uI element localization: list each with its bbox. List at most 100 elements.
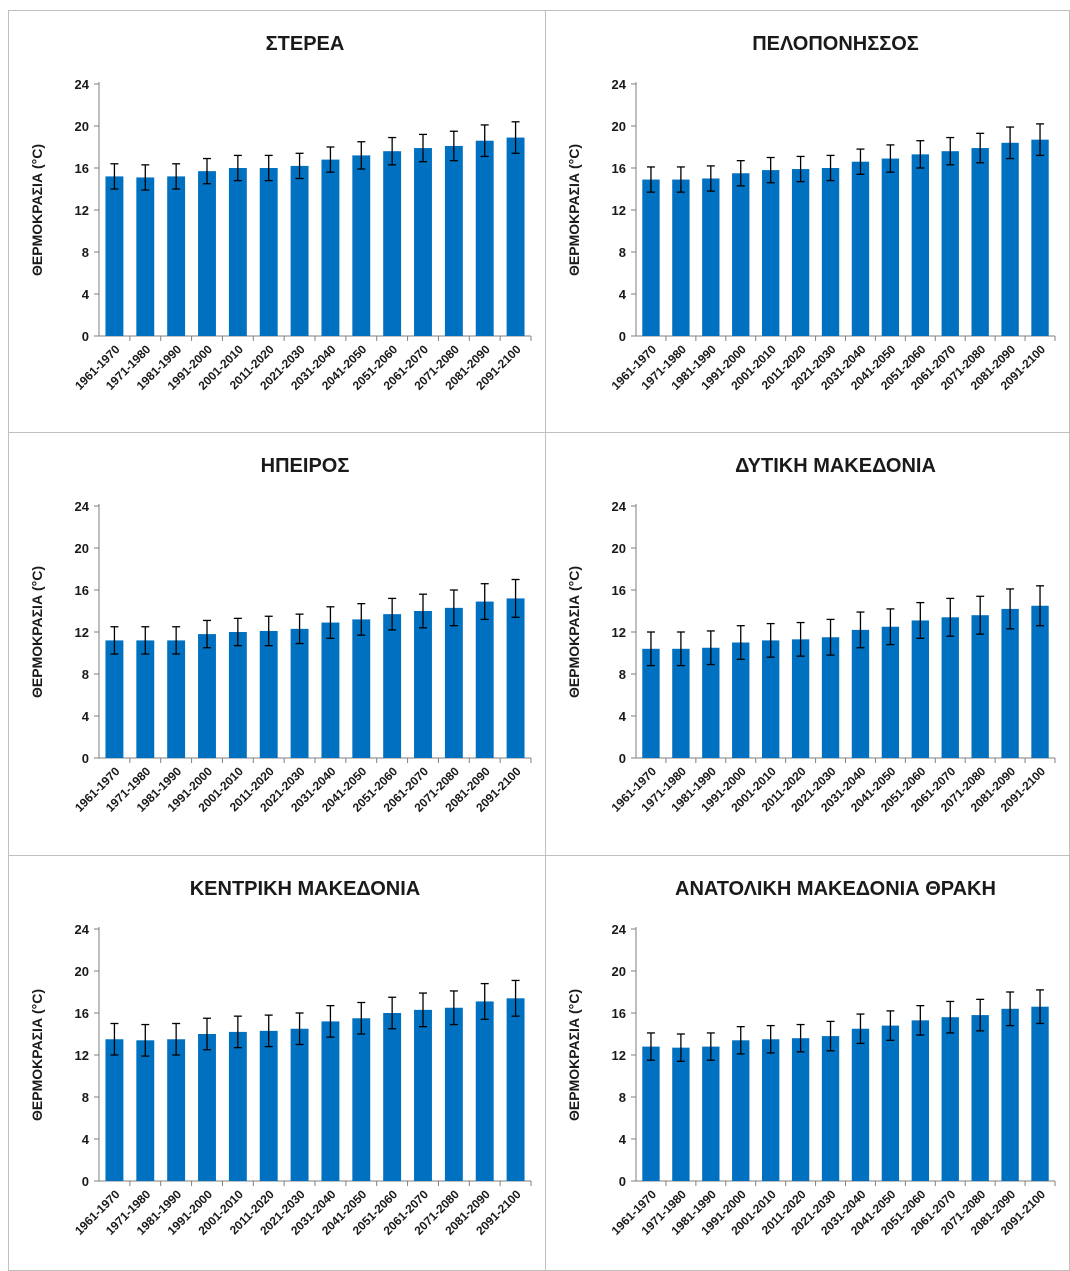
- bar: [352, 155, 371, 336]
- chart-panel: ΔΥΤΙΚΗ ΜΑΚΕΔΟΝΙΑ ΘΕΡΜΟΚΡΑΣΙΑ (°C) 0 4 8 12 16 2…: [545, 432, 1070, 856]
- bar: [642, 648, 660, 758]
- bar: [732, 642, 750, 758]
- bar: [167, 640, 186, 758]
- bar: [791, 639, 810, 758]
- bar: [506, 137, 525, 336]
- y-tick-label: 0: [82, 329, 89, 344]
- chart-title: ΠΕΛΟΠΟΝΗΣΣΟΣ: [752, 33, 919, 55]
- bar: [971, 1015, 989, 1181]
- bar: [642, 1046, 660, 1181]
- y-tick-label: 24: [612, 922, 627, 937]
- bar: [506, 998, 525, 1181]
- bar: [167, 1039, 186, 1181]
- bar: [821, 637, 840, 758]
- y-tick-label: 4: [82, 287, 90, 302]
- bar: [228, 168, 247, 336]
- y-tick-label: 12: [75, 1048, 89, 1063]
- bar: [414, 611, 432, 758]
- y-axis-label: ΘΕΡΜΟΚΡΑΣΙΑ (°C): [566, 144, 582, 276]
- bar: [290, 628, 309, 758]
- chart-panel: ΚΕΝΤΡΙΚΗ ΜΑΚΕΔΟΝΙΑ ΘΕΡΜΟΚΡΑΣΙΑ (°C) 0 4 8 12 1…: [8, 855, 546, 1271]
- y-tick-label: 16: [612, 583, 626, 598]
- bar: [444, 145, 463, 336]
- y-tick-label: 24: [75, 922, 90, 937]
- y-tick-label: 24: [612, 499, 627, 514]
- bar: [791, 169, 810, 336]
- y-tick-label: 16: [612, 161, 626, 176]
- bar: [911, 620, 930, 758]
- bar: [702, 178, 720, 336]
- y-tick-label: 4: [82, 709, 90, 724]
- bar: [732, 173, 750, 336]
- bar: [167, 176, 186, 336]
- bar: [1031, 605, 1049, 758]
- y-tick-label: 24: [75, 499, 90, 514]
- bar: [851, 629, 870, 758]
- y-tick-label: 4: [619, 1132, 627, 1147]
- bar: [105, 1039, 124, 1181]
- bar: [321, 1021, 340, 1181]
- bar: [290, 165, 309, 336]
- y-tick-label: 20: [75, 964, 89, 979]
- bar: [321, 622, 340, 758]
- y-axis-label: ΘΕΡΜΟΚΡΑΣΙΑ (°C): [29, 989, 45, 1121]
- chart-title: ΑΝΑΤΟΛΙΚΗ ΜΑΚΕΔΟΝΙΑ ΘΡΑΚΗ: [675, 878, 996, 900]
- bar: [259, 168, 278, 336]
- y-tick-label: 8: [82, 667, 89, 682]
- bar: [383, 1013, 402, 1181]
- chart-svg: ΔΥΤΙΚΗ ΜΑΚΕΔΟΝΙΑ ΘΕΡΜΟΚΡΑΣΙΑ (°C) 0 4 8 12 16 2…: [566, 455, 1056, 815]
- y-tick-label: 0: [619, 751, 626, 766]
- bar: [1031, 139, 1049, 336]
- bar: [642, 179, 660, 336]
- bar: [105, 640, 124, 758]
- bar: [702, 647, 720, 758]
- y-tick-label: 16: [612, 1006, 626, 1021]
- bar: [761, 170, 780, 336]
- bar: [761, 1039, 780, 1181]
- bar: [352, 1018, 371, 1181]
- bar: [105, 176, 124, 336]
- bar: [941, 617, 959, 758]
- bar: [259, 630, 278, 758]
- bar: [911, 1020, 930, 1181]
- y-tick-label: 12: [612, 625, 626, 640]
- y-tick-label: 12: [612, 1048, 626, 1063]
- y-tick-label: 16: [75, 583, 89, 598]
- bar: [475, 140, 494, 336]
- y-tick-label: 8: [82, 245, 89, 260]
- y-tick-label: 8: [82, 1090, 89, 1105]
- y-axis-label: ΘΕΡΜΟΚΡΑΣΙΑ (°C): [29, 144, 45, 276]
- bar: [352, 619, 371, 758]
- y-tick-label: 4: [619, 709, 627, 724]
- bar: [851, 1028, 870, 1181]
- bar: [506, 598, 525, 758]
- y-tick-label: 16: [75, 161, 89, 176]
- bar: [941, 151, 959, 336]
- bar: [821, 168, 840, 336]
- y-tick-label: 12: [75, 203, 89, 218]
- bar: [971, 615, 989, 758]
- bar: [881, 158, 900, 336]
- bar: [881, 1025, 900, 1181]
- bar: [383, 614, 402, 758]
- bar: [228, 632, 247, 758]
- y-tick-label: 20: [75, 541, 89, 556]
- bar: [228, 1031, 247, 1181]
- bar: [1001, 608, 1019, 758]
- bar: [444, 1007, 463, 1181]
- chart-title: ΔΥΤΙΚΗ ΜΑΚΕΔΟΝΙΑ: [735, 455, 936, 477]
- y-tick-label: 20: [75, 119, 89, 134]
- chart-title: ΚΕΝΤΡΙΚΗ ΜΑΚΕΔΟΝΙΑ: [190, 878, 421, 900]
- bar: [1001, 1008, 1019, 1181]
- y-tick-label: 24: [612, 77, 627, 92]
- bar: [672, 648, 690, 758]
- chart-panel: ΗΠΕΙΡΟΣ ΘΕΡΜΟΚΡΑΣΙΑ (°C) 0 4 8 12 16 20 24 1961-1…: [8, 432, 546, 856]
- chart-title: ΣΤΕΡΕΑ: [266, 33, 345, 55]
- y-tick-label: 0: [82, 1174, 89, 1189]
- bar: [290, 1028, 309, 1181]
- bar: [321, 159, 340, 336]
- chart-svg: ΚΕΝΤΡΙΚΗ ΜΑΚΕΔΟΝΙΑ ΘΕΡΜΟΚΡΑΣΙΑ (°C) 0 4 8 12 1…: [29, 878, 532, 1238]
- bar: [672, 1047, 690, 1181]
